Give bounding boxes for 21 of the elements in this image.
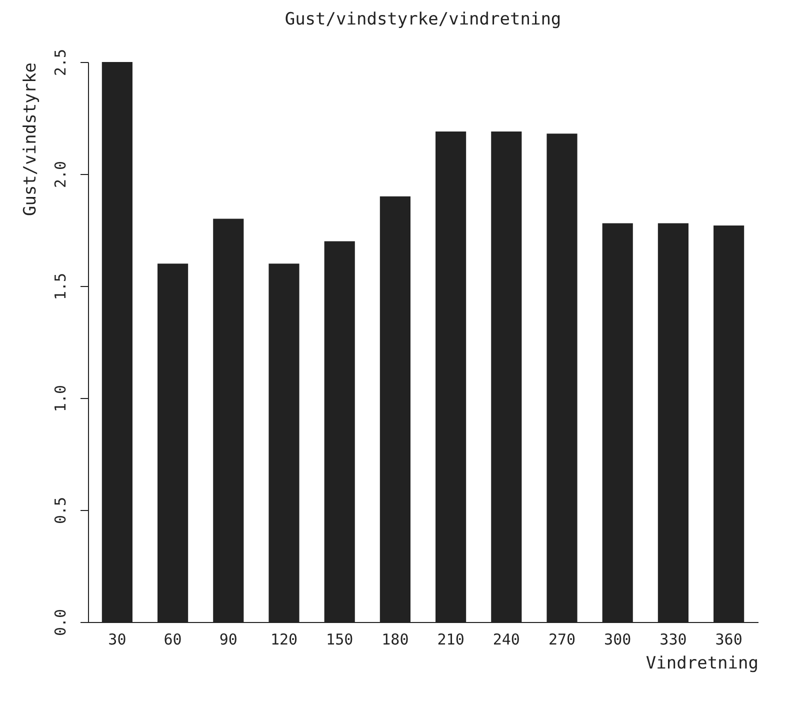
x-tick-label: 240 — [492, 630, 520, 648]
x-tick-label: 30 — [108, 630, 126, 648]
x-tick-label: 150 — [326, 630, 354, 648]
y-tick-label: 0.5 — [52, 496, 70, 524]
y-tick-label: 1.5 — [52, 272, 70, 300]
x-tick-label: 180 — [382, 630, 409, 648]
y-tick-label: 2.5 — [52, 48, 70, 76]
x-tick-label: 270 — [548, 630, 576, 648]
x-tick-label: 60 — [164, 630, 182, 648]
x-tick-label: 120 — [270, 630, 298, 648]
y-tick-label: 2.0 — [52, 160, 70, 188]
x-tick-label: 360 — [715, 630, 742, 648]
chart-title: Gust/vindstyrke/vindretning — [284, 9, 562, 30]
x-tick-label: 210 — [437, 630, 464, 648]
x-tick-label: 90 — [219, 630, 238, 648]
x-tick-label: 330 — [660, 630, 687, 648]
y-tick-label: 1.0 — [52, 384, 70, 412]
y-axis-title: Gust/vindstyrke — [20, 62, 40, 216]
y-tick-label: 0.0 — [52, 608, 70, 636]
x-tick-label: 300 — [604, 630, 632, 648]
x-axis-title: Vindretning — [646, 654, 758, 674]
